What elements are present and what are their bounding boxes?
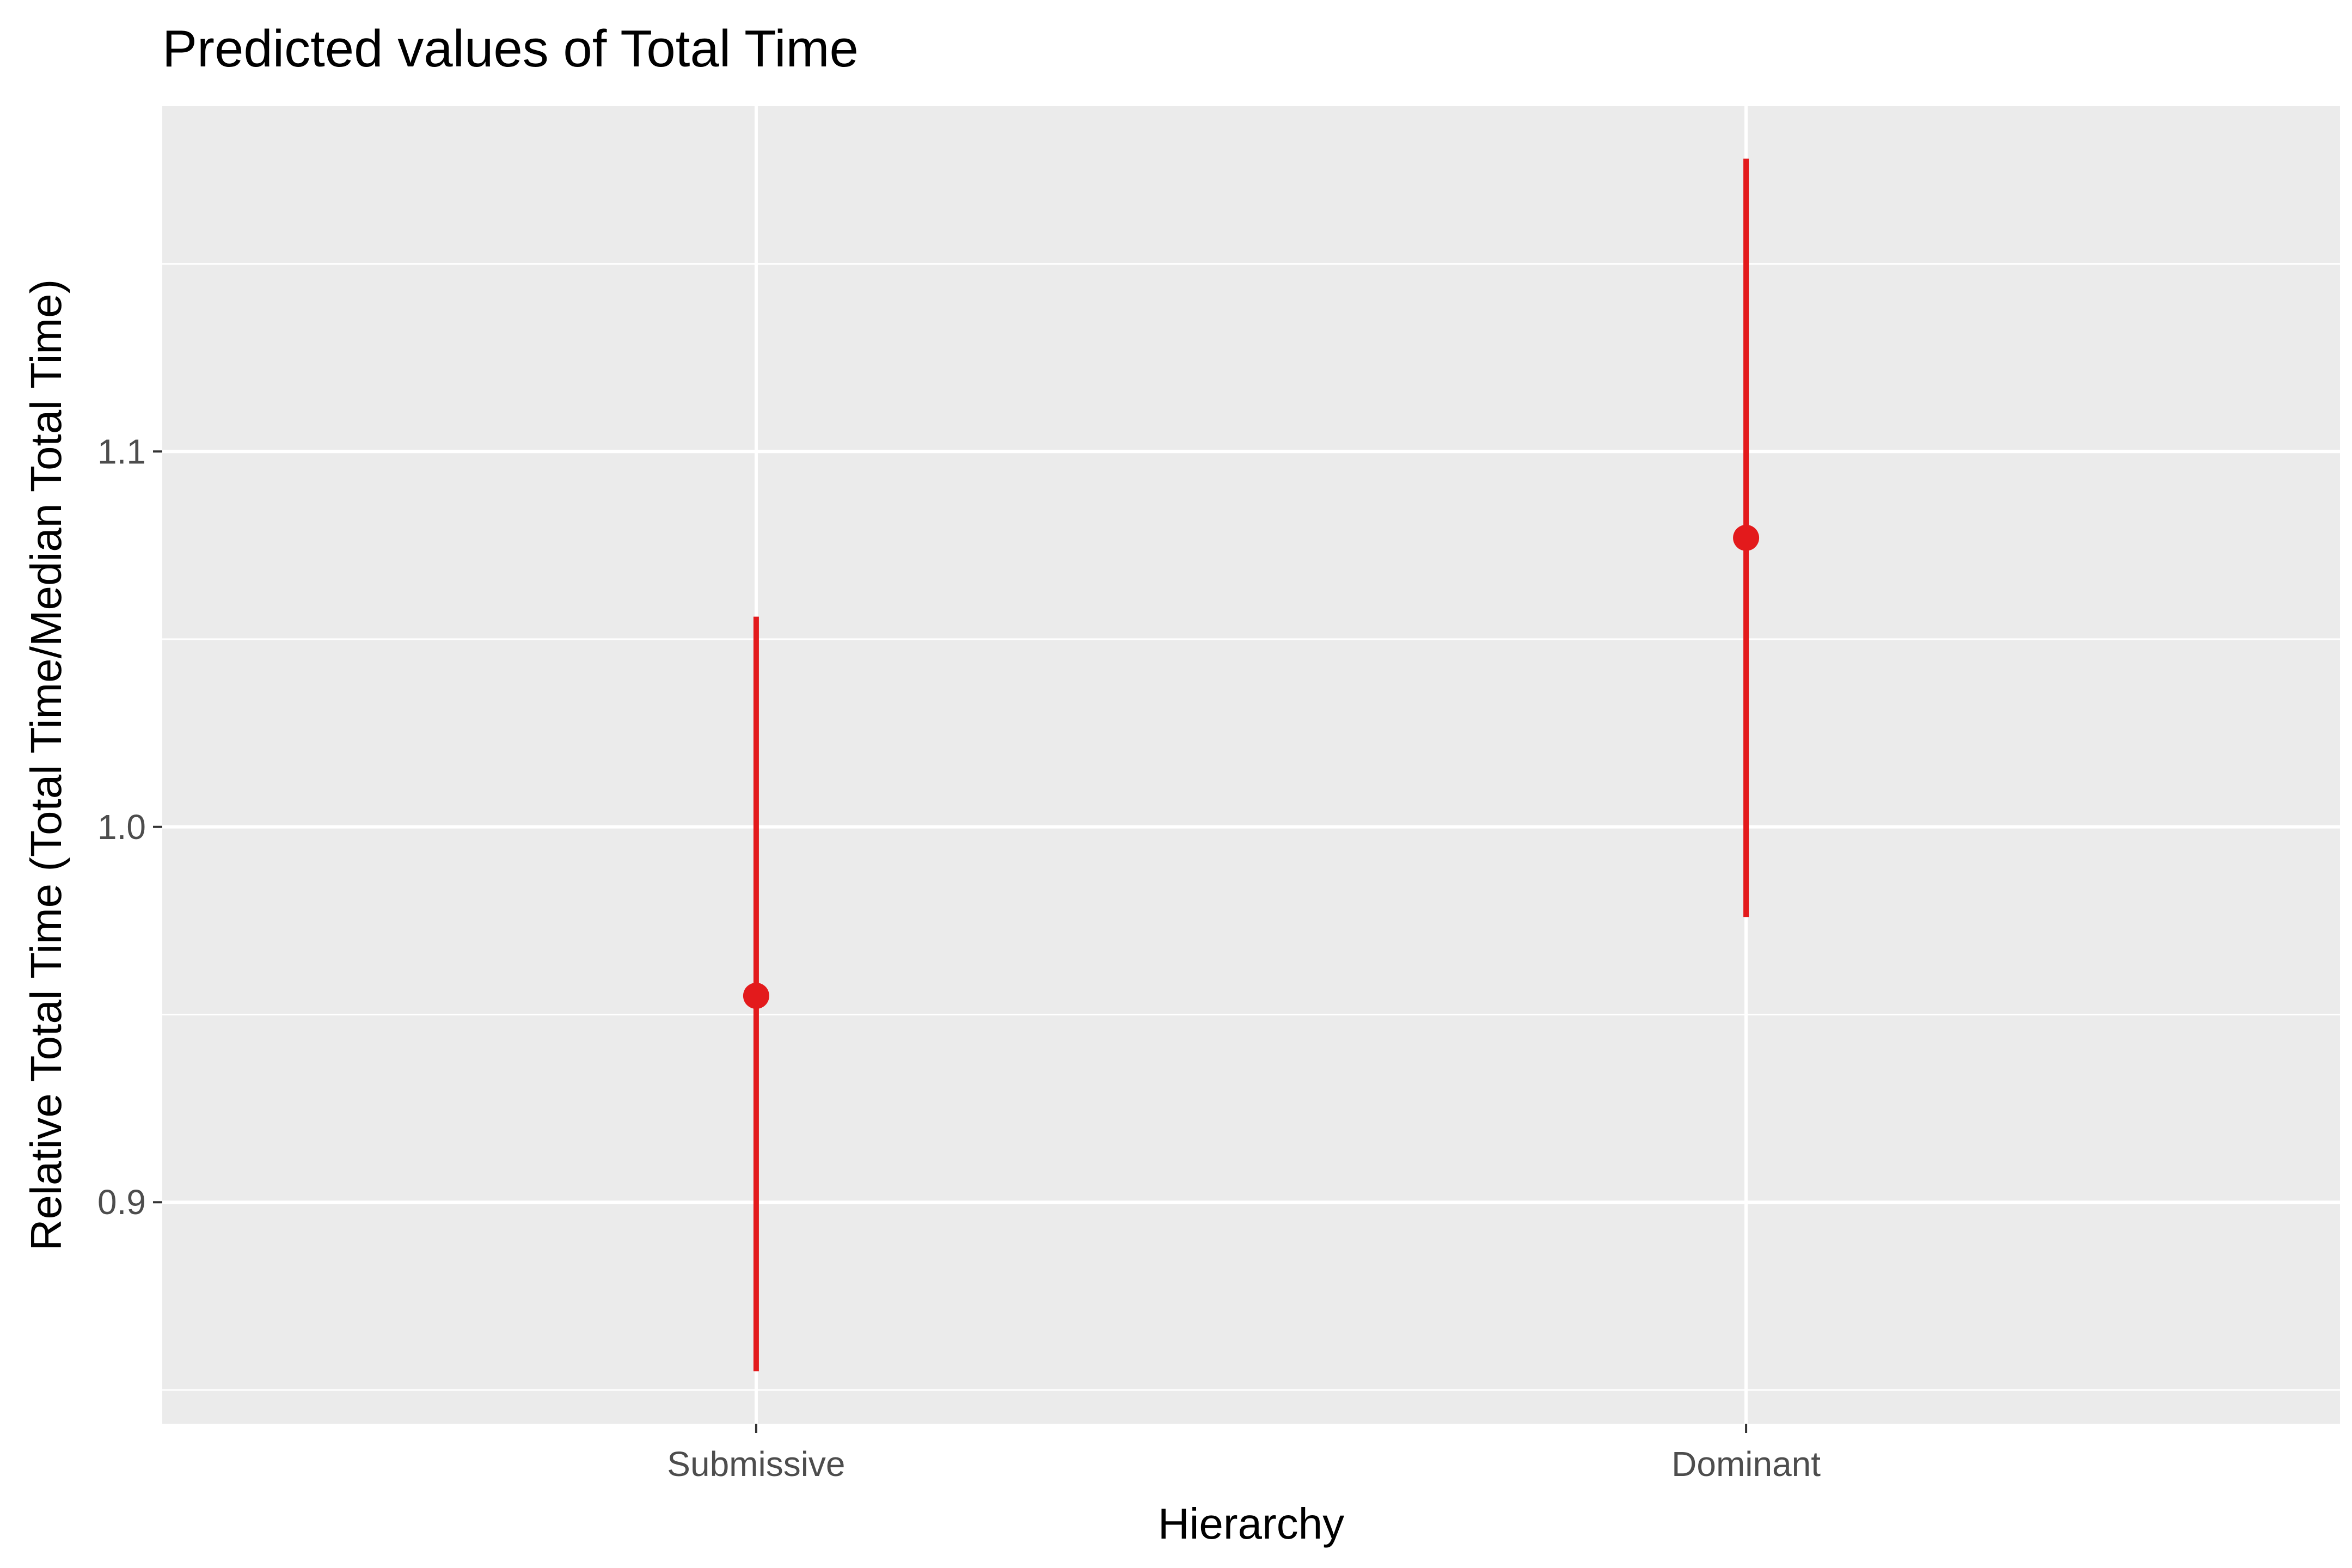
y-tick-label: 1.0 [97,807,146,847]
x-axis-title: Hierarchy [1158,1499,1344,1548]
x-tick-label-submissive: Submissive [667,1444,845,1484]
y-axis-title: Relative Total Time (Total Time/Median T… [22,279,70,1251]
y-tick-label: 1.1 [97,432,146,471]
data-layer [743,158,1760,1371]
data-point-submissive [743,983,769,1009]
plot-panel [162,106,2340,1424]
x-tick-label-dominant: Dominant [1671,1444,1821,1484]
axes: 0.9 1.0 1.1 Submissive Dominant [97,432,1821,1484]
data-point-dominant [1733,524,1760,551]
y-tick-label: 0.9 [97,1183,146,1222]
chart-title: Predicted values of Total Time [162,20,859,78]
